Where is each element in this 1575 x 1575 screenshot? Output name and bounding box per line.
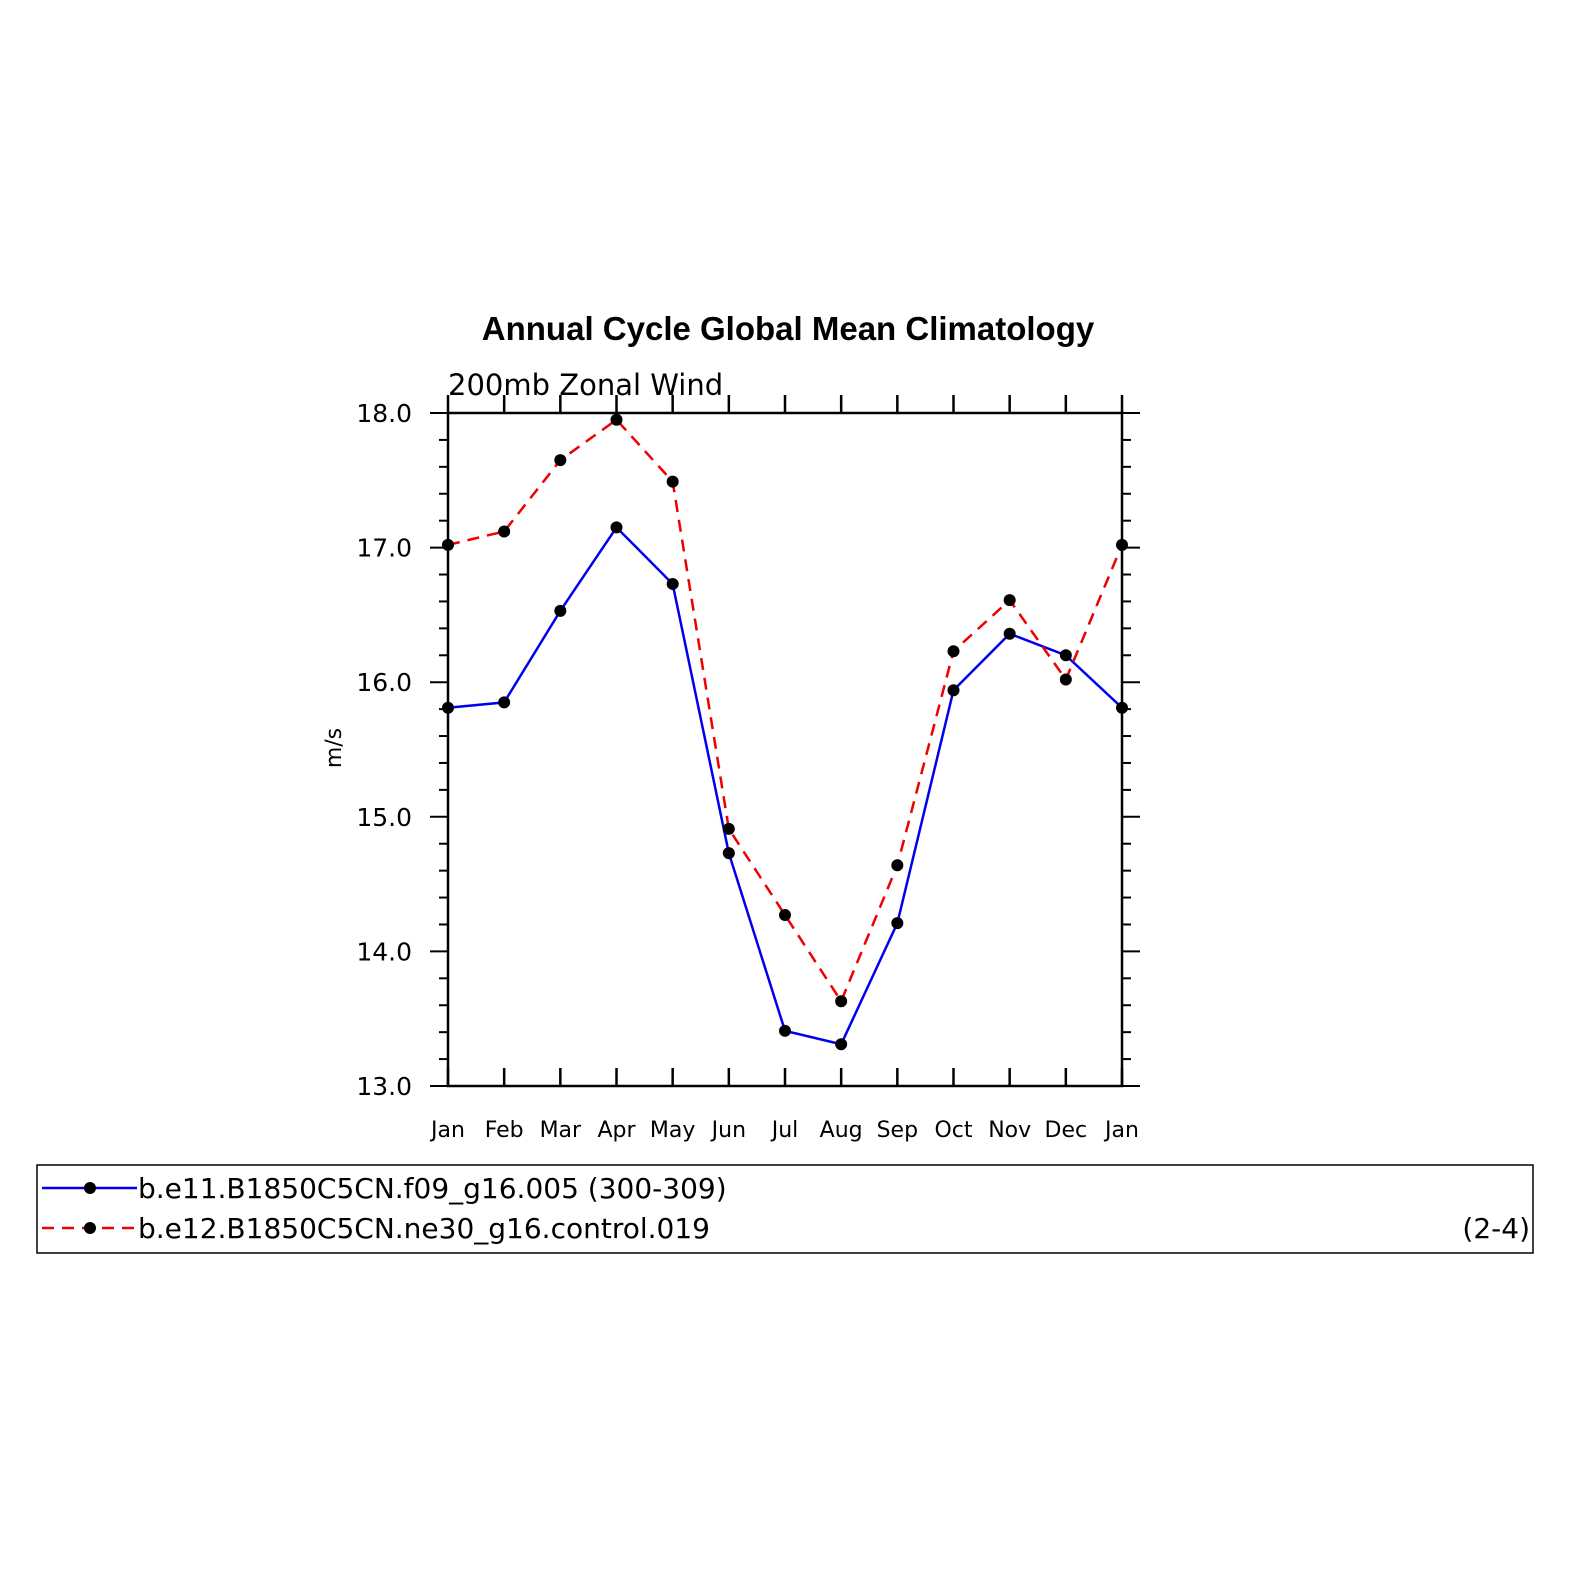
data-point bbox=[666, 577, 679, 590]
x-tick-label: Oct bbox=[934, 1118, 972, 1143]
x-tick-label: May bbox=[650, 1118, 695, 1143]
data-point bbox=[610, 521, 623, 534]
legend-label: b.e11.B1850C5CN.f09_g16.005 (300-309) bbox=[138, 1172, 727, 1205]
x-tick-label: Jan bbox=[429, 1118, 465, 1143]
data-point bbox=[835, 1038, 848, 1051]
data-point bbox=[891, 917, 904, 930]
legend-entry: b.e11.B1850C5CN.f09_g16.005 (300-309) bbox=[42, 1172, 727, 1205]
data-point bbox=[666, 475, 679, 488]
data-point bbox=[554, 604, 567, 617]
data-point bbox=[554, 454, 567, 467]
legend-swatch-marker bbox=[84, 1222, 96, 1234]
x-tick-labels: Jan Feb Mar Apr May Jun Jul Aug Sep Oct Nov Dec Jan bbox=[429, 1118, 1139, 1143]
legend: b.e11.B1850C5CN.f09_g16.005 (300-309) b.e… bbox=[36, 1164, 1534, 1254]
data-point bbox=[1003, 594, 1016, 607]
x-tick-label: Apr bbox=[597, 1118, 636, 1143]
series-line bbox=[447, 525, 1123, 1046]
data-point bbox=[947, 684, 960, 697]
axis-ticks bbox=[430, 395, 1140, 1087]
y-tick-label: 15.0 bbox=[356, 803, 412, 832]
legend-swatch-marker bbox=[84, 1182, 96, 1194]
data-point bbox=[498, 696, 511, 709]
x-tick-label: Jan bbox=[1103, 1118, 1139, 1143]
data-point bbox=[498, 525, 511, 538]
data-point bbox=[891, 859, 904, 872]
x-tick-label: Jun bbox=[710, 1118, 746, 1143]
series-layer bbox=[442, 413, 1128, 1051]
data-point bbox=[722, 847, 735, 860]
data-point bbox=[1059, 649, 1072, 662]
y-tick-label: 14.0 bbox=[356, 937, 412, 966]
legend-label: b.e12.B1850C5CN.ne30_g16.control.019 bbox=[138, 1212, 710, 1245]
data-point bbox=[722, 822, 735, 835]
x-tick-label: Jul bbox=[770, 1118, 799, 1143]
y-tick-label: 13.0 bbox=[356, 1072, 412, 1101]
y-tick-label: 18.0 bbox=[356, 399, 412, 428]
data-point bbox=[779, 1024, 791, 1037]
legend-annotation: (2-4) bbox=[1462, 1212, 1530, 1245]
data-point bbox=[1003, 627, 1016, 640]
legend-entry: b.e12.B1850C5CN.ne30_g16.control.019 bbox=[42, 1212, 710, 1245]
x-tick-label: Aug bbox=[820, 1118, 863, 1143]
legend-box bbox=[36, 1164, 1534, 1254]
y-axis-label: m/s bbox=[322, 728, 347, 768]
x-tick-label: Sep bbox=[877, 1118, 918, 1143]
data-point bbox=[835, 995, 848, 1008]
series-2 bbox=[442, 413, 1128, 1008]
chart-title: Annual Cycle Global Mean Climatology bbox=[482, 310, 1095, 347]
data-point bbox=[947, 645, 960, 658]
y-tick-labels: 13.0 14.0 15.0 16.0 17.0 18.0 bbox=[356, 399, 412, 1101]
x-tick-label: Feb bbox=[485, 1118, 524, 1143]
chart-subtitle: 200mb Zonal Wind bbox=[448, 368, 723, 402]
x-tick-label: Mar bbox=[540, 1118, 582, 1143]
data-point bbox=[1059, 673, 1072, 686]
series-1 bbox=[442, 521, 1128, 1051]
x-tick-label: Dec bbox=[1045, 1118, 1088, 1143]
y-tick-label: 17.0 bbox=[356, 534, 412, 563]
plot-frame bbox=[446, 411, 1124, 1088]
legend-entries: b.e11.B1850C5CN.f09_g16.005 (300-309) b.e… bbox=[42, 1172, 727, 1245]
y-tick-label: 16.0 bbox=[356, 668, 412, 697]
x-tick-label: Nov bbox=[988, 1118, 1031, 1143]
data-point bbox=[779, 909, 791, 922]
data-point bbox=[610, 413, 623, 426]
